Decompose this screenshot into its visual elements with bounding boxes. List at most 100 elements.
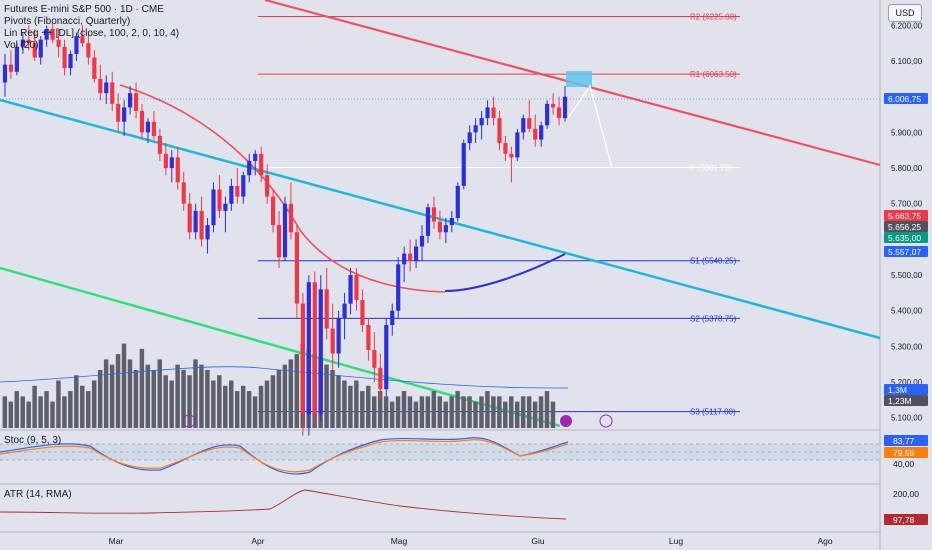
volume-bar (109, 364, 115, 428)
volume-bar (526, 396, 532, 428)
price-axis-bg (881, 0, 932, 550)
legend-linreg[interactable]: Lin Reg ++ [DL] (close, 100, 2, 0, 10, 4… (4, 28, 180, 39)
volume-bar (532, 401, 538, 428)
time-tick-label: Apr (251, 536, 264, 546)
candle-body (562, 96, 568, 119)
price-axis[interactable]: 6.200,00 6.100,00 5.900,00 5.800,00 5.700,00… (881, 0, 932, 550)
event-marker (182, 414, 196, 428)
candle-body (235, 185, 240, 197)
volume-bar (371, 396, 377, 428)
target-box (566, 71, 592, 87)
volume-bar (348, 385, 353, 428)
candle-body (38, 39, 43, 58)
price-tag (884, 395, 928, 406)
volume-bar (211, 380, 216, 428)
stoch-tick-label: 79,59 (893, 448, 915, 458)
pivot-label-r2: R2 (6225.00) (690, 12, 737, 21)
volume-bar (240, 385, 246, 428)
price-tick-label: 5.700,00 (891, 200, 923, 209)
volume-bar (324, 364, 329, 428)
volume-bar (443, 401, 448, 428)
price-tag-label: 5.557,07 (888, 247, 921, 257)
symbol-title[interactable]: Futures E-mini S&P 500 · 1D · CME (4, 4, 164, 15)
volume-bar (175, 364, 180, 428)
candle-body (229, 185, 234, 204)
candle-body (169, 157, 174, 169)
candle-body (92, 57, 97, 79)
candle-body (211, 189, 216, 226)
pivot-label-r1: R1 (6063.50) (690, 70, 737, 79)
volume-bar (473, 401, 478, 428)
volume-bar (467, 396, 472, 428)
candle-body (556, 107, 562, 119)
candle-body (86, 43, 91, 58)
price-tick-label: 5.400,00 (891, 307, 923, 316)
candle-body (187, 203, 192, 233)
candle-body (265, 175, 270, 197)
currency-button[interactable]: USD (888, 4, 922, 22)
candle-body (20, 39, 25, 47)
volume-bar (413, 401, 419, 428)
volume-bar (133, 369, 139, 428)
volume-bar (270, 375, 276, 428)
candle-body (419, 235, 425, 247)
price-tick-label: 5.300,00 (891, 342, 923, 351)
candle-body (241, 175, 246, 197)
moving-average-red (119, 84, 446, 293)
atr-tick-label: 97,78 (893, 515, 915, 525)
candle-body (98, 78, 103, 94)
candle-body (2, 64, 8, 83)
volume-bar (127, 359, 133, 428)
candle-body (288, 203, 294, 233)
candle-body (62, 46, 67, 69)
candle-body (318, 289, 323, 415)
candle-body (527, 118, 532, 129)
legend-pivots[interactable]: Pivots (Fibonacci, Quarterly) (4, 16, 131, 27)
time-axis[interactable]: Mar Apr Mag Giu Lug Ago (109, 536, 833, 546)
candle-body (479, 118, 484, 126)
volume-bar (169, 380, 174, 428)
time-tick-label: Mar (109, 536, 124, 546)
volume-bar (14, 391, 19, 428)
volume-bar (217, 375, 222, 428)
volume-bar (520, 396, 526, 428)
volume-bar (139, 348, 145, 428)
volume-bar (103, 359, 109, 428)
price-tag (884, 210, 928, 221)
volume-bar (115, 354, 121, 428)
volume-bar (288, 359, 294, 428)
atr-tag (884, 514, 928, 525)
candle-body (110, 82, 115, 104)
volume-bar (544, 391, 550, 428)
time-tick-label: Giu (531, 536, 545, 546)
volume-bar (395, 396, 401, 428)
volume-bar (336, 375, 341, 428)
volume-bar (383, 396, 389, 428)
stoch-title[interactable]: Stoc (9, 5, 3) (4, 435, 62, 446)
candle-body (68, 53, 73, 69)
price-tick-label: 5.800,00 (891, 164, 923, 173)
candle-body (342, 303, 347, 318)
support-trendline (0, 266, 561, 428)
candle-body (390, 310, 395, 325)
volume-bar (342, 380, 347, 428)
volume-bar (38, 396, 43, 428)
atr-title[interactable]: ATR (14, RMA) (4, 489, 72, 500)
forecast-arrow (567, 84, 613, 169)
atr-line (0, 489, 567, 520)
candle-body (372, 349, 377, 368)
stoch-tag (884, 435, 928, 446)
candle-body (306, 282, 311, 415)
volume-bar (330, 369, 335, 428)
candle-body (217, 189, 222, 211)
volume-bar (437, 396, 442, 428)
volume-bar (425, 396, 431, 428)
candle-body (461, 143, 466, 186)
volume-bar (514, 401, 520, 428)
volume-bar (121, 343, 127, 428)
volume-bar (181, 369, 186, 428)
candle-body (443, 225, 448, 233)
volume-bar (193, 359, 198, 428)
legend-vol[interactable]: Vol (20) (4, 40, 39, 51)
